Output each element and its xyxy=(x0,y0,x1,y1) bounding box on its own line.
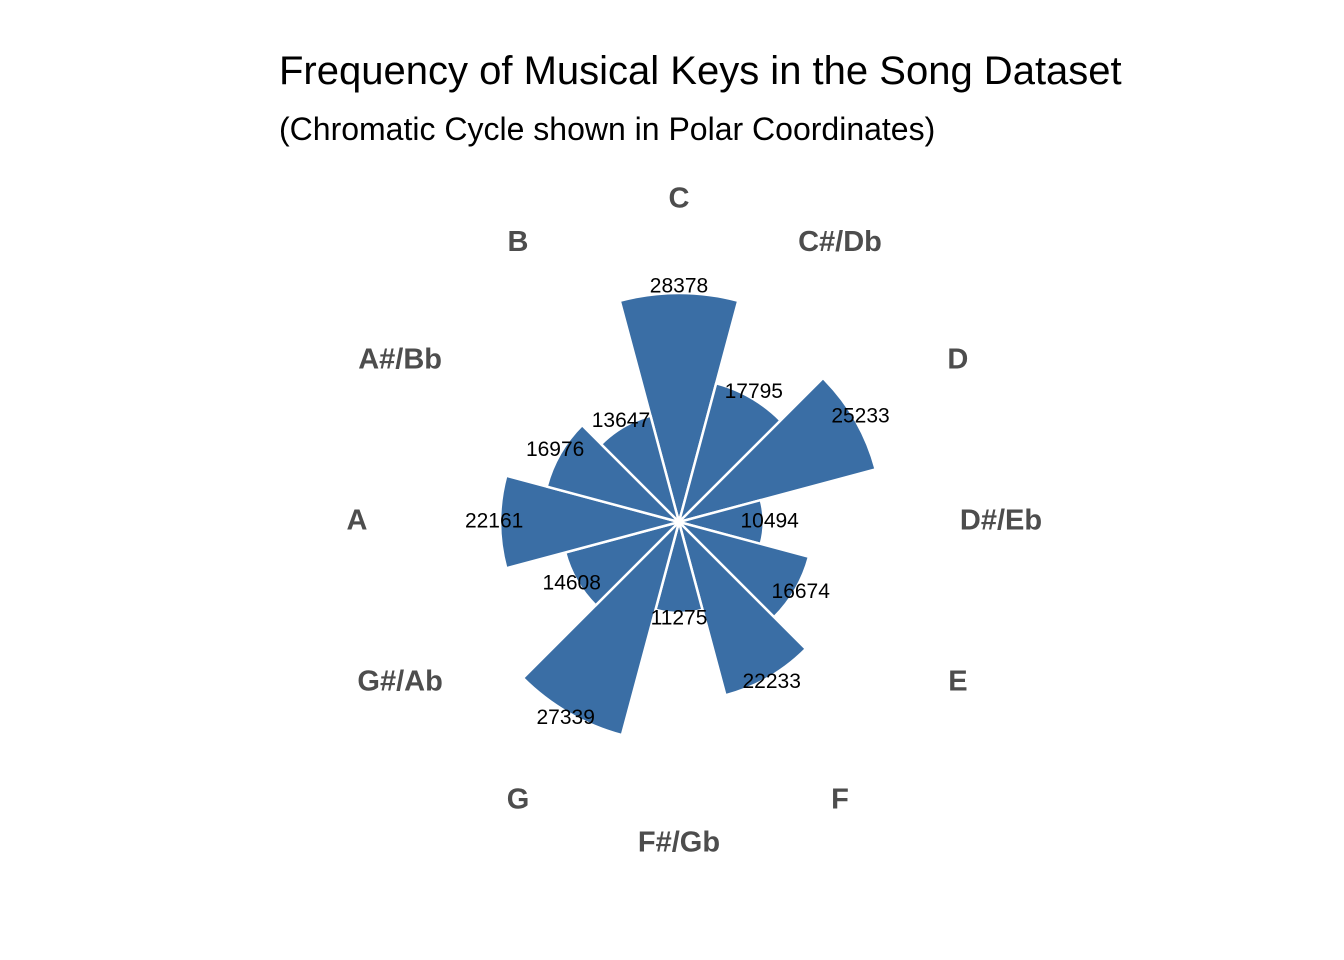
value-label-fsharp-gb: 11275 xyxy=(651,607,708,630)
value-label-d: 25233 xyxy=(831,405,889,428)
key-label-gsharp-ab: G#/Ab xyxy=(357,666,442,698)
key-label-d: D xyxy=(947,344,968,376)
key-label-csharp-db: C#/Db xyxy=(798,226,882,258)
value-label-group: 28378 17795 25233 10494 16674 22233 11275 27339… xyxy=(465,275,890,729)
bar-a xyxy=(498,474,681,570)
bar-b xyxy=(599,414,681,524)
key-label-dsharp-eb: D#/Eb xyxy=(960,505,1042,537)
value-label-g: 27339 xyxy=(536,706,594,729)
key-label-asharp-bb: A#/Bb xyxy=(358,344,442,376)
bar-g xyxy=(521,520,681,737)
value-label-csharp-db: 17795 xyxy=(725,380,783,403)
bar-d xyxy=(677,376,877,524)
value-label-a: 22161 xyxy=(465,510,523,533)
bar-f xyxy=(677,520,808,697)
bar-c xyxy=(618,291,740,524)
value-label-f: 22233 xyxy=(743,670,801,693)
bar-asharp-bb xyxy=(545,423,681,524)
bar-group xyxy=(498,291,877,737)
chart-subtitle: (Chromatic Cycle shown in Polar Coordina… xyxy=(279,111,936,147)
key-label-fsharp-gb: F#/Gb xyxy=(638,827,720,859)
key-label-g: G xyxy=(507,784,530,816)
key-label-group: C C#/Db D D#/Eb E F F#/Gb G G#/Ab A A#/Bb B xyxy=(347,183,1043,859)
key-label-c: C xyxy=(669,183,690,215)
value-label-dsharp-eb: 10494 xyxy=(740,510,799,533)
chart-title: Frequency of Musical Keys in the Song Da… xyxy=(279,49,1122,93)
value-label-c: 28378 xyxy=(650,275,708,298)
key-label-b: B xyxy=(508,226,529,258)
value-label-e: 16674 xyxy=(772,580,831,603)
value-label-asharp-bb: 16976 xyxy=(526,438,584,461)
value-label-b: 13647 xyxy=(592,409,650,432)
key-label-f: F xyxy=(831,784,849,816)
key-label-a: A xyxy=(347,505,368,537)
key-label-e: E xyxy=(948,666,967,698)
value-label-gsharp-ab: 14608 xyxy=(543,571,601,594)
